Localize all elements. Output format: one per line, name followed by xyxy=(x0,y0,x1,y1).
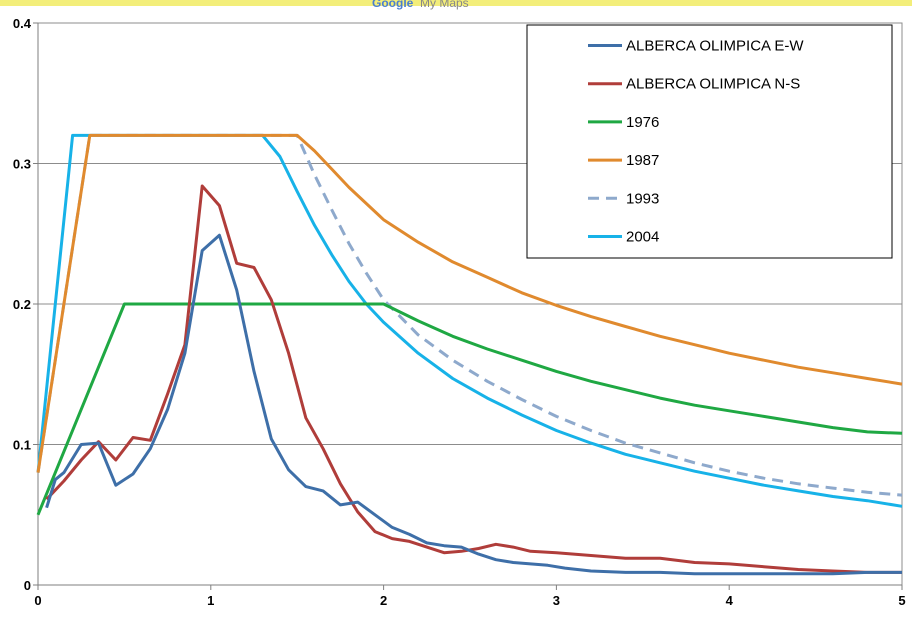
watermark-brand: Google xyxy=(372,0,414,10)
series-line-4 xyxy=(36,133,903,473)
y-tick-label: 0.1 xyxy=(13,438,31,453)
x-tick-label: 1 xyxy=(207,593,214,608)
series-line-6 xyxy=(36,133,903,508)
axes xyxy=(33,22,903,590)
series-line-5 xyxy=(36,133,903,497)
series-line-2 xyxy=(45,184,902,574)
series-lines xyxy=(36,133,903,576)
legend-label-5: 1993 xyxy=(626,190,659,207)
y-tick-label: 0.4 xyxy=(13,16,32,31)
watermark-product: My Maps xyxy=(420,0,469,10)
y-tick-label: 0.2 xyxy=(13,297,31,312)
y-tick-label: 0.3 xyxy=(13,157,31,172)
watermark: Google My Maps xyxy=(0,0,912,10)
legend-label-3: 1976 xyxy=(626,114,659,131)
x-tick-label: 4 xyxy=(726,593,734,608)
legend-label-2: ALBERCA OLIMPICA N-S xyxy=(626,76,800,93)
legend-label-4: 1987 xyxy=(626,152,659,169)
watermark-strip xyxy=(0,0,912,6)
tick-labels: 0 1 2 3 4 5 0 0.1 0.2 0.3 0.4 xyxy=(13,16,906,608)
legend: ALBERCA OLIMPICA E-W ALBERCA OLIMPICA N-S… xyxy=(526,24,893,259)
legend-label-6: 2004 xyxy=(626,229,659,246)
series-line-1 xyxy=(45,233,902,576)
x-tick-label: 2 xyxy=(380,593,387,608)
x-tick-label: 0 xyxy=(34,593,41,608)
x-tick-label: 5 xyxy=(898,593,905,608)
series-line-3 xyxy=(36,302,903,516)
legend-label-1: ALBERCA OLIMPICA E-W xyxy=(626,38,804,55)
legend-box xyxy=(526,24,893,259)
y-tick-label: 0 xyxy=(24,578,31,593)
x-tick-label: 3 xyxy=(553,593,560,608)
